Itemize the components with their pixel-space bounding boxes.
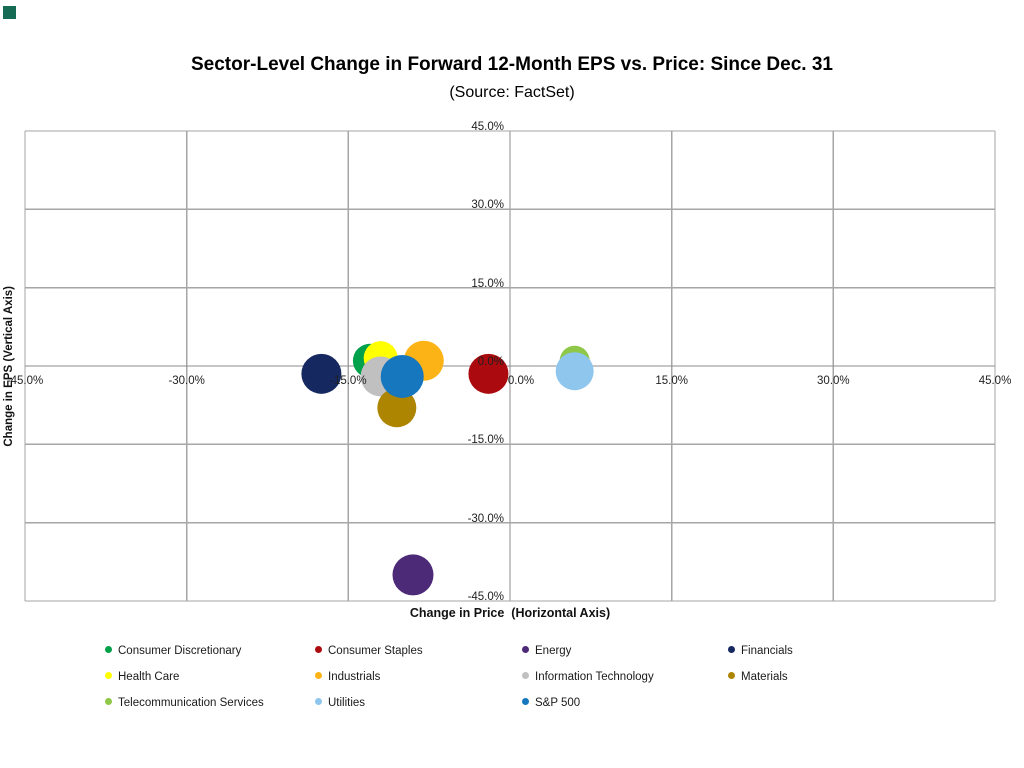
bubble-materials (377, 388, 417, 428)
legend-item-financials: Financials (728, 644, 793, 658)
legend-label: S&P 500 (535, 697, 581, 709)
legend-swatch-information-technology (522, 672, 529, 680)
legend-swatch-consumer-discretionary (105, 646, 112, 654)
legend-label: Consumer Discretionary (118, 645, 242, 657)
x-axis-title: Change in Price (Horizontal Axis) (409, 606, 611, 620)
legend-swatch-s-p-500 (522, 698, 529, 706)
legend-item-telecommunication-services: Telecommunication Services (105, 696, 264, 710)
legend-item-s-p-500: S&P 500 (522, 696, 580, 710)
legend-swatch-energy (522, 646, 529, 654)
legend-label: Consumer Staples (328, 645, 423, 657)
legend-item-industrials: Industrials (315, 670, 380, 684)
legend-item-consumer-staples: Consumer Staples (315, 644, 423, 658)
legend-label: Financials (741, 645, 793, 657)
chart-subtitle: (Source: FactSet) (449, 84, 575, 101)
bubble-energy (392, 554, 434, 596)
legend-item-energy: Energy (522, 644, 571, 658)
y-axis-title: Change in EPS (Vertical Axis) (3, 285, 15, 447)
legend-item-consumer-discretionary: Consumer Discretionary (105, 644, 241, 658)
legend-label: Health Care (118, 671, 180, 683)
bubble-financials (301, 353, 342, 394)
legend-swatch-telecommunication-services (105, 698, 112, 706)
chart-title: Sector-Level Change in Forward 12-Month … (191, 54, 833, 75)
legend-label: Industrials (328, 671, 381, 683)
legend-swatch-utilities (315, 698, 322, 706)
legend-item-utilities: Utilities (315, 696, 365, 710)
legend-item-information-technology: Information Technology (522, 670, 654, 684)
bubble-utilities (555, 352, 594, 391)
legend-label: Materials (741, 671, 788, 683)
bubble-consumer-staples (468, 353, 509, 394)
legend-swatch-health-care (105, 672, 112, 680)
legend-swatch-industrials (315, 672, 322, 680)
legend-label: Utilities (328, 697, 366, 709)
corner-mark (3, 6, 16, 19)
legend-label: Energy (535, 645, 572, 657)
legend-label: Information Technology (535, 671, 654, 683)
legend-swatch-consumer-staples (315, 646, 322, 654)
legend-item-health-care: Health Care (105, 670, 179, 684)
legend-swatch-financials (728, 646, 735, 654)
bubble-s-p-500 (380, 354, 424, 398)
y-axis-title-container: Change in EPS (Vertical Axis) (0, 131, 18, 601)
plot-area (24, 130, 996, 602)
legend-item-materials: Materials (728, 670, 788, 684)
legend-swatch-materials (728, 672, 735, 680)
legend-label: Telecommunication Services (118, 697, 264, 709)
